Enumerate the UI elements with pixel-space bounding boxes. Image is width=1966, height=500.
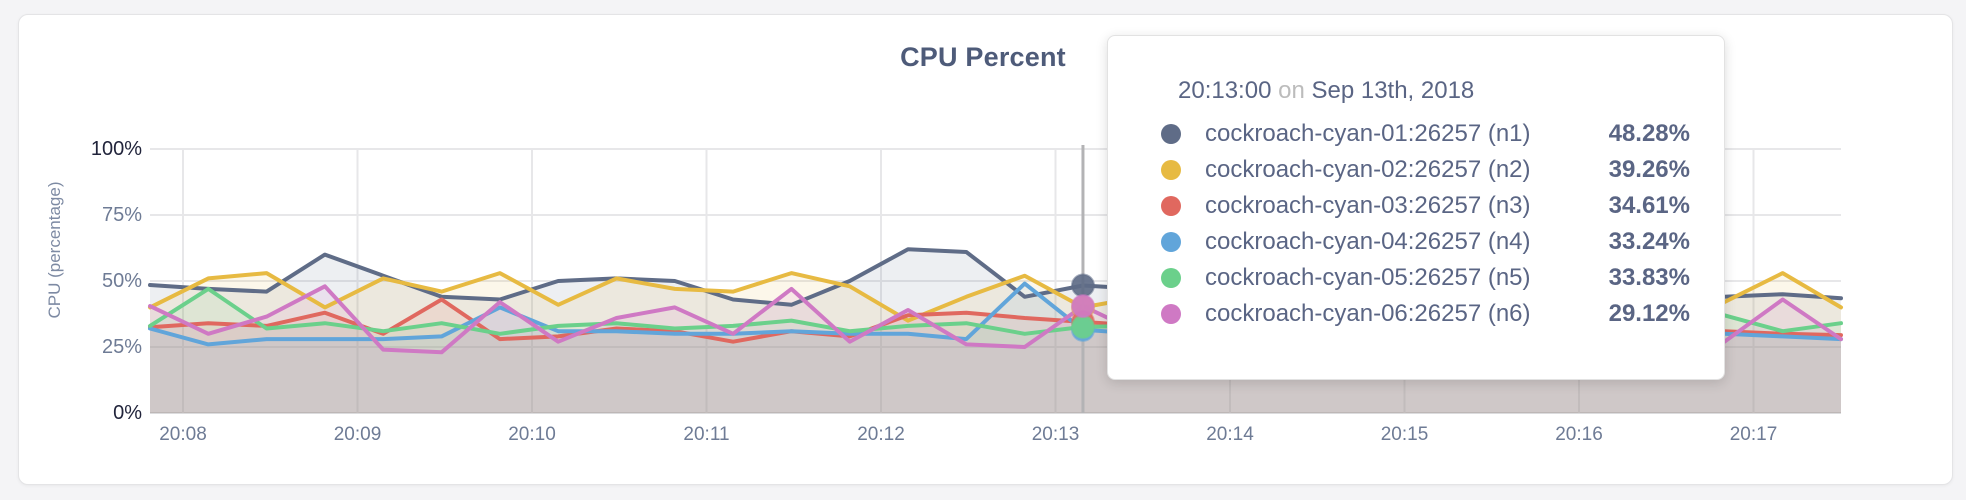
chart-title: CPU Percent (900, 42, 1066, 72)
tooltip-series-list: cockroach-cyan-01:26257 (n1) 48.28% cockro… (1161, 116, 1690, 332)
series-label: cockroach-cyan-01:26257 (n1) (1205, 120, 1531, 147)
tooltip-series-row: cockroach-cyan-01:26257 (n1) 48.28% (1161, 116, 1690, 152)
series-value: 48.28% (1608, 120, 1690, 147)
y-tick-label: 50% (101, 270, 142, 292)
hover-point-n6 (1070, 294, 1095, 319)
x-tick-label: 20:11 (683, 424, 730, 445)
y-tick-label: 100% (90, 138, 142, 160)
series-color-dot-icon (1161, 232, 1181, 252)
hover-point-n5 (1070, 314, 1095, 339)
tooltip-series-row: cockroach-cyan-02:26257 (n2) 39.26% (1161, 152, 1690, 188)
x-tick-label: 20:15 (1380, 424, 1429, 445)
tooltip-series-row: cockroach-cyan-06:26257 (n6) 29.12% (1161, 296, 1690, 332)
tooltip-on-word: on (1278, 77, 1305, 104)
tooltip-series-row: cockroach-cyan-04:26257 (n4) 33.24% (1161, 224, 1690, 260)
y-tick-label: 0% (113, 402, 142, 424)
series-value: 33.24% (1608, 228, 1690, 255)
series-label: cockroach-cyan-06:26257 (n6) (1205, 300, 1531, 327)
hover-point-n1 (1070, 273, 1095, 298)
x-tick-label: 20:08 (159, 424, 207, 445)
x-tick-label: 20:16 (1555, 424, 1603, 445)
series-label: cockroach-cyan-05:26257 (n5) (1205, 264, 1531, 291)
series-label: cockroach-cyan-02:26257 (n2) (1205, 156, 1531, 183)
y-tick-label: 75% (101, 204, 142, 226)
series-value: 29.12% (1608, 300, 1690, 327)
tooltip-timestamp: 20:13:00 on Sep 13th, 2018 (1161, 76, 1690, 106)
series-label: cockroach-cyan-03:26257 (n3) (1205, 192, 1531, 219)
series-color-dot-icon (1161, 124, 1181, 144)
tooltip-series-row: cockroach-cyan-05:26257 (n5) 33.83% (1161, 260, 1690, 296)
series-value: 39.26% (1608, 156, 1690, 183)
x-tick-label: 20:13 (1031, 424, 1080, 445)
series-color-dot-icon (1161, 304, 1181, 324)
x-tick-label: 20:14 (1206, 424, 1254, 445)
series-area-n4 (150, 283, 1841, 413)
series-color-dot-icon (1161, 268, 1181, 288)
x-tick-label: 20:09 (333, 424, 382, 445)
series-value: 34.61% (1608, 192, 1690, 219)
series-label: cockroach-cyan-04:26257 (n4) (1205, 228, 1531, 255)
x-tick-label: 20:17 (1729, 424, 1778, 445)
tooltip-date: Sep 13th, 2018 (1311, 77, 1475, 104)
tooltip-series-row: cockroach-cyan-03:26257 (n3) 34.61% (1161, 188, 1690, 224)
tooltip-time: 20:13:00 (1178, 77, 1272, 104)
chart-hover-tooltip: 20:13:00 on Sep 13th, 2018 cockroach-cya… (1107, 35, 1725, 380)
series-area-n5 (150, 288, 1841, 413)
series-value: 33.83% (1608, 264, 1690, 291)
series-color-dot-icon (1161, 160, 1181, 180)
series-color-dot-icon (1161, 196, 1181, 216)
x-tick-label: 20:12 (857, 424, 905, 445)
y-tick-label: 25% (101, 336, 142, 358)
series-area-n6 (150, 286, 1841, 413)
series-area-n3 (150, 299, 1841, 413)
x-tick-label: 20:10 (508, 424, 556, 445)
